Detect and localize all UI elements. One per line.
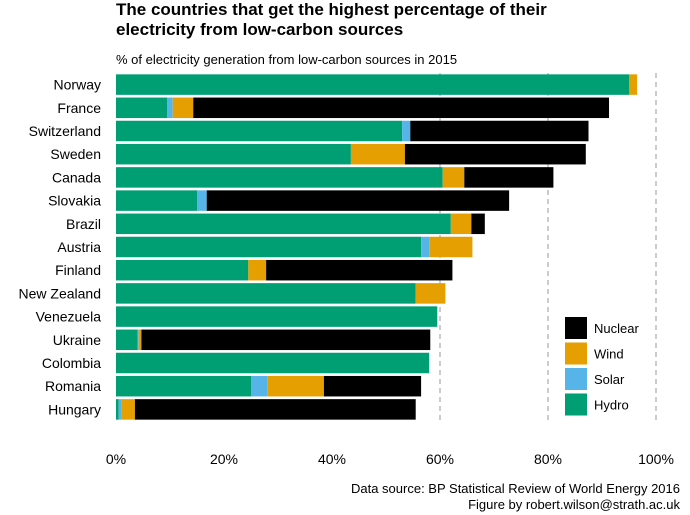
bar-slovakia-nuclear [206,190,510,211]
bar-finland-hydro [116,259,249,281]
bar-ukraine-nuclear [141,329,431,351]
bar-austria-wind [429,236,473,258]
legend-swatch-wind [565,342,587,365]
bar-canada-nuclear [464,167,554,188]
bar-france-solar [167,97,173,119]
x-tick-label-80: 80% [534,451,562,467]
category-label-switzerland: Switzerland [29,123,101,139]
x-tick-label-20: 20% [210,451,238,467]
chart-title-line2: electricity from low-carbon sources [116,20,404,39]
bar-sweden-nuclear [404,143,586,165]
bar-austria-hydro [116,236,422,258]
category-label-canada: Canada [52,169,101,185]
figure-credit-text: Figure by robert.wilson@strath.ac.uk [468,497,680,512]
category-label-new-zealand: New Zealand [19,285,102,301]
bar-norway-hydro [116,74,629,95]
bar-romania-wind [267,375,324,397]
bar-switzerland-nuclear [410,120,589,142]
category-label-france: France [57,100,101,116]
bar-new-zealand-hydro [116,283,416,304]
chart-caption: Data source: BP Statistical Review of Wo… [351,481,680,513]
bar-switzerland-solar [402,120,411,142]
chart-title-line1: The countries that get the highest perce… [116,0,547,19]
bar-brazil-wind [450,213,472,235]
bar-romania-hydro [116,375,251,397]
category-label-austria: Austria [57,239,101,255]
bar-venezuela-hydro [116,306,438,327]
legend-swatch-solar [565,368,587,390]
bar-hungary-nuclear [134,399,416,420]
bar-brazil-hydro [116,213,451,235]
legend-swatch-nuclear [565,317,587,339]
bar-france-nuclear [193,97,610,119]
category-label-brazil: Brazil [66,216,101,232]
legend-label-nuclear: Nuclear [594,321,639,336]
category-label-slovakia: Slovakia [48,193,101,209]
bar-sweden-hydro [116,143,351,165]
bar-romania-nuclear [323,375,422,397]
category-label-romania: Romania [45,378,101,394]
data-source-text: Data source: BP Statistical Review of Wo… [350,481,680,496]
legend-label-solar: Solar [594,372,625,387]
x-tick-label-0: 0% [106,451,126,467]
legend-label-hydro: Hydro [594,398,629,413]
bar-hungary-solar [118,399,122,420]
x-tick-label-40: 40% [318,451,346,467]
bar-hungary-wind [121,399,135,420]
bar-slovakia-solar [197,190,207,211]
x-tick-label-60: 60% [426,451,454,467]
bar-ukraine-wind [138,329,142,351]
bar-ukraine-hydro [116,329,138,351]
legend-label-wind: Wind [594,347,624,362]
bar-switzerland-hydro [116,120,403,142]
bar-slovakia-hydro [116,190,197,211]
category-label-sweden: Sweden [50,146,101,162]
chart-title: The countries that get the highest perce… [116,0,676,40]
category-label-finland: Finland [55,262,101,278]
bar-finland-wind [248,259,267,281]
bar-romania-solar [251,375,268,397]
bar-austria-solar [421,236,430,258]
x-tick-label-100: 100% [638,451,674,467]
legend-swatch-hydro [565,393,587,416]
bar-colombia-hydro [116,352,430,374]
bar-new-zealand-wind [415,283,446,304]
category-label-hungary: Hungary [48,401,101,417]
bar-brazil-nuclear [471,213,485,235]
chart-subtitle: % of electricity generation from low-car… [116,52,458,67]
bar-sweden-wind [350,143,405,165]
bar-canada-wind [442,167,465,188]
bar-canada-hydro [116,167,443,188]
bar-finland-nuclear [266,259,453,281]
bar-norway-wind [629,74,638,95]
bar-france-hydro [116,97,168,119]
category-label-colombia: Colombia [42,355,101,371]
category-label-venezuela: Venezuela [36,309,102,325]
category-label-ukraine: Ukraine [53,332,101,348]
bar-france-wind [172,97,194,119]
bar-ukraine-solar [137,329,139,351]
bar-hungary-hydro [116,399,119,420]
category-label-norway: Norway [54,77,101,93]
